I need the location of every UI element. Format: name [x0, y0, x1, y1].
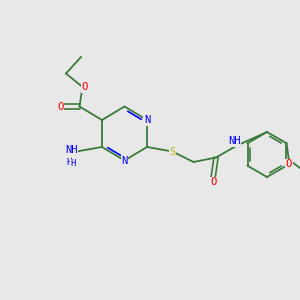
Text: O: O — [210, 177, 216, 187]
Text: NH: NH — [63, 146, 75, 157]
Text: N: N — [144, 115, 150, 125]
Text: NH: NH — [228, 136, 241, 146]
Text: NH: NH — [65, 145, 77, 155]
Text: O: O — [82, 82, 88, 92]
Text: S: S — [169, 146, 175, 157]
Text: H: H — [66, 158, 72, 167]
Text: O: O — [58, 101, 64, 112]
Text: O: O — [286, 159, 292, 169]
Text: N: N — [122, 155, 128, 166]
Text: H: H — [71, 159, 76, 168]
